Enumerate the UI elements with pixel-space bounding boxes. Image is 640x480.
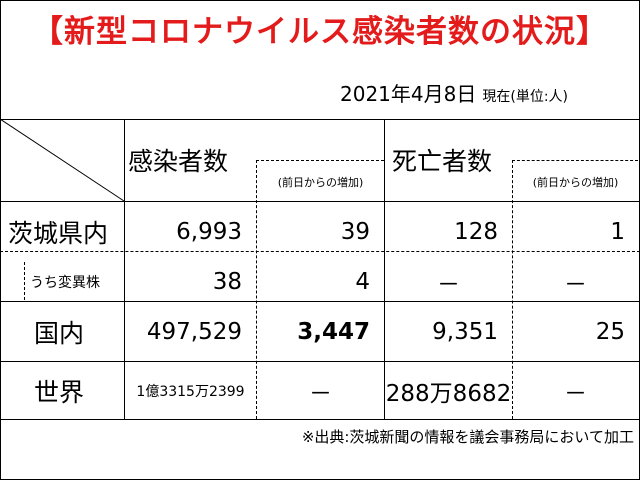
deaths-column-border (384, 119, 385, 419)
world-infected: 1億3315万2399 (136, 384, 245, 400)
infected-increase-divider (256, 160, 257, 419)
ibaraki-infected: 6,993 (176, 219, 242, 245)
table-top-border (0, 119, 640, 120)
date-line: 2021年4月8日 現在(単位:人) (340, 78, 568, 107)
label-column-border (124, 119, 125, 419)
variant-infected: 38 (212, 269, 242, 295)
deaths-increase-top-divider (512, 160, 638, 161)
domestic-deaths: 9,351 (432, 319, 498, 345)
header-deaths: 死亡者数 (392, 147, 493, 176)
domestic-infected-increase: 3,447 (297, 319, 370, 345)
header-deaths-increase: (前日からの増加) (532, 176, 619, 189)
ibaraki-block-bottom-border (0, 301, 640, 302)
header-infected-increase: (前日からの増加) (277, 176, 364, 189)
world-deaths-increase: － (564, 381, 587, 407)
domestic-deaths-increase: 25 (595, 319, 625, 345)
date-note: 現在(単位:人) (482, 89, 568, 105)
row-label-ibaraki: 茨城県内 (8, 219, 109, 248)
ibaraki-deaths: 128 (454, 219, 498, 245)
row-label-domestic: 国内 (34, 319, 85, 348)
variant-row-top-divider (0, 251, 640, 252)
source-footnote: ※出典:茨城新聞の情報を議会事務局において加工 (301, 428, 634, 446)
ibaraki-deaths-increase: 1 (610, 219, 625, 245)
variant-row-indent-line (24, 262, 25, 300)
world-row-bottom-border (0, 419, 640, 420)
deaths-increase-divider (512, 160, 513, 419)
header-infected: 感染者数 (128, 147, 229, 176)
variant-infected-increase: 4 (355, 269, 370, 295)
row-label-variant: うち変異株 (30, 275, 100, 291)
report-date: 2021年4月8日 (340, 82, 477, 106)
domestic-row-bottom-border (0, 361, 640, 362)
variant-deaths-increase: － (564, 272, 587, 298)
page-title: 【新型コロナウイルス感染者数の状況】 (32, 14, 608, 50)
infected-increase-top-divider (256, 160, 384, 161)
row-label-world: 世界 (34, 378, 85, 407)
world-deaths: 288万8682 (385, 381, 512, 407)
ibaraki-infected-increase: 39 (340, 219, 370, 245)
variant-deaths: － (437, 272, 460, 298)
corner-diagonal-line (0, 119, 125, 202)
header-bottom-border (0, 201, 640, 202)
world-infected-increase: － (309, 381, 332, 407)
domestic-infected: 497,529 (146, 319, 242, 345)
